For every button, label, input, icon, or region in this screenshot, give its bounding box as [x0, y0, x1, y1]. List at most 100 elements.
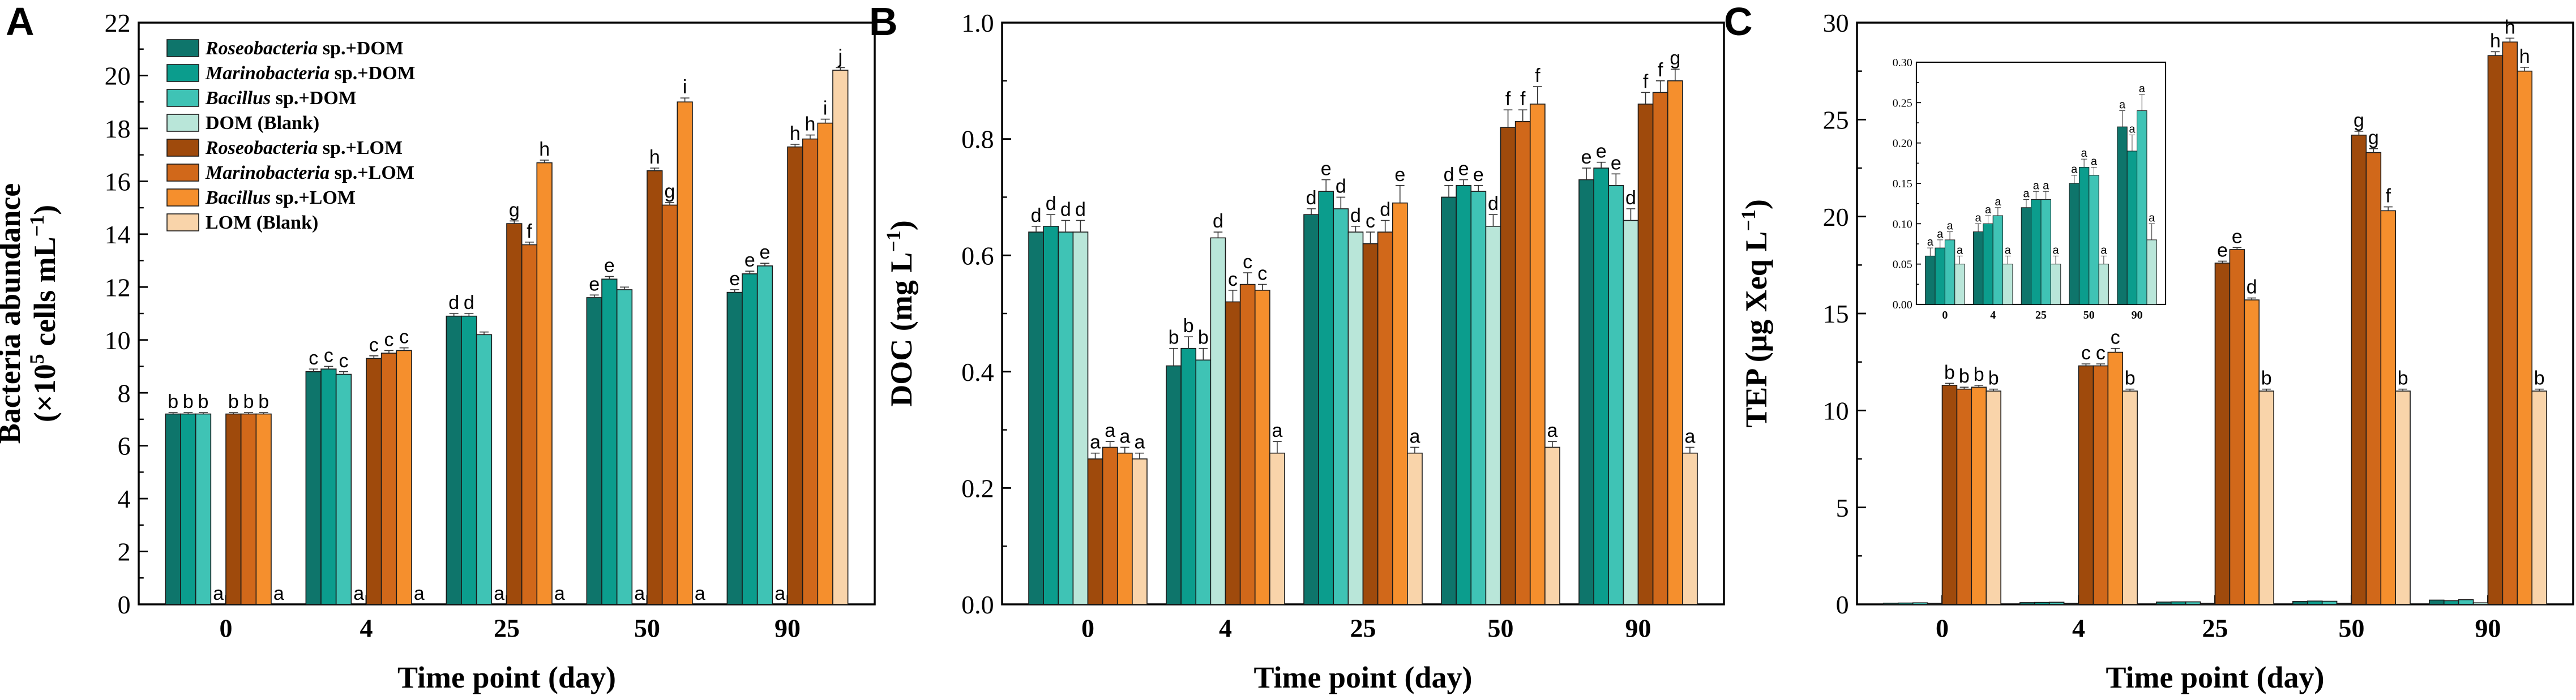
panel-A-sig-letter: i — [823, 98, 828, 119]
panel-C-bar — [2019, 602, 2035, 605]
panel-A-xtick-label: 4 — [360, 614, 373, 643]
panel-C-bar — [2034, 602, 2050, 605]
panel-C-bar — [2185, 601, 2201, 605]
panel-A-bar — [802, 138, 819, 605]
panel-C-bar — [2458, 599, 2474, 605]
x-axis-label: Time point (day) — [397, 660, 616, 694]
panel-A-bar — [742, 273, 758, 605]
inset-bar — [2040, 199, 2051, 305]
panel-C-bar — [2107, 351, 2124, 605]
inset-sig-letter: a — [1937, 228, 1944, 241]
panel-A-ytick-label: 0 — [118, 590, 131, 619]
x-axis-label: Time point (day) — [1253, 660, 1472, 694]
inset-bar — [2137, 110, 2147, 305]
inset-bar — [2089, 175, 2099, 305]
panel-C-bar — [2336, 603, 2352, 605]
panel-B-bar — [1637, 104, 1654, 605]
panel-A-bar — [521, 244, 538, 605]
panel-C-sig-letter: c — [2096, 342, 2106, 364]
panel-B-bar — [1210, 237, 1226, 605]
panel-C-bar — [2321, 600, 2338, 605]
panel-B-bar — [1682, 452, 1698, 605]
panel-C-sig-letter: g — [2368, 127, 2379, 149]
panel-C-bar — [2395, 390, 2411, 605]
panel-A-ytick-label: 4 — [118, 484, 131, 513]
panel-B-sig-letter: d — [1380, 199, 1390, 221]
legend-swatch — [166, 64, 199, 82]
panel-A-xtick-label: 0 — [220, 614, 233, 643]
inset-bar — [1925, 255, 1936, 305]
panel-B-sig-letter: d — [1031, 205, 1042, 226]
inset-bar — [1954, 264, 1965, 305]
panel-A-sig-letter: a — [414, 583, 425, 604]
panel-B-sig-letter: c — [1228, 269, 1238, 290]
y-axis-label: DOC (mg L−1) — [882, 220, 918, 406]
panel-C-sig-letter: b — [2398, 368, 2408, 389]
legend-label: DOM (Blank) — [206, 113, 319, 134]
panel-C-bar — [2122, 390, 2138, 605]
panel-B-sig-letter: a — [1090, 432, 1101, 453]
legend-label: Marinobacteria sp.+DOM — [205, 63, 416, 84]
panel-A-sig-letter: a — [554, 583, 565, 604]
panel-B-sig-letter: b — [1183, 315, 1194, 337]
panel-A-sig-letter: a — [774, 583, 785, 604]
inset-sig-letter: a — [2129, 123, 2136, 135]
panel-A-sig-letter: b — [198, 391, 209, 413]
panel-B-bar — [1441, 196, 1457, 605]
panel-B-sig-letter: c — [1366, 211, 1375, 232]
inset-xtick-label: 50 — [2083, 309, 2095, 321]
panel-B-sig-letter: d — [1213, 211, 1223, 232]
panel-B-bar — [1470, 191, 1487, 605]
panel-A-bar — [380, 353, 397, 605]
panel-C-sig-letter: b — [1959, 366, 1970, 387]
inset-xtick-label: 25 — [2035, 309, 2047, 321]
panel-B-xtick-label: 4 — [1219, 614, 1232, 643]
panel-C-sig-letter: c — [2111, 327, 2120, 349]
panel-A-bar — [586, 297, 602, 605]
panel-A-bar — [225, 413, 242, 605]
y-axis-label: Bacteria abundance — [0, 183, 27, 444]
panel-B-sig-letter: a — [1105, 420, 1115, 441]
panel-B-sig-letter: b — [1198, 327, 1209, 349]
legend-label: Bacillus sp.+LOM — [205, 187, 356, 208]
inset-bar — [2002, 264, 2013, 305]
panel-A-sig-letter: c — [309, 347, 318, 369]
panel-B-bar — [1072, 231, 1089, 605]
panel-C-bar — [2292, 601, 2308, 605]
panel-A-sig-letter: a — [353, 583, 364, 604]
panel-A-bar — [616, 289, 633, 605]
legend-label: Marinobacteria sp.+LOM — [205, 162, 414, 183]
panel-B-sig-letter: a — [1409, 426, 1420, 447]
panel-C-bar — [2063, 603, 2079, 605]
legend-label: Bacillus sp.+DOM — [205, 88, 357, 109]
inset-ytick-label: 0.30 — [1893, 57, 1912, 69]
panel-B-sig-letter: a — [1272, 420, 1282, 441]
panel-A-sig-letter: g — [509, 199, 520, 221]
panel-C-bar — [2472, 602, 2489, 605]
panel-B-bar — [1667, 80, 1683, 605]
panel-C-bar — [2170, 601, 2186, 605]
panel-B-sig-letter: e — [1596, 141, 1607, 162]
panel-A-sig-letter: a — [695, 583, 705, 604]
panel-B-bar — [1544, 446, 1560, 605]
panel-C-xtick-label: 0 — [1936, 614, 1949, 643]
panel-B-bar — [1225, 301, 1241, 605]
legend: Roseobacteria sp.+DOM Marinobacteria sp.+… — [166, 38, 416, 233]
panel-B-sig-letter: g — [1670, 48, 1680, 69]
inset-xtick-label: 4 — [1990, 309, 1996, 321]
panel-C-bar — [2517, 70, 2533, 605]
panel-B-bar — [1623, 220, 1639, 605]
panel-A-sig-letter: h — [805, 114, 816, 135]
panel-A-sig-letter: e — [589, 273, 600, 295]
panel-B-bar — [1116, 452, 1133, 605]
panel-A-bar — [817, 122, 833, 605]
panel-B-bar — [1392, 202, 1408, 605]
panel-A-ytick-label: 12 — [105, 273, 131, 302]
panel-B-sig-letter: c — [1257, 263, 1267, 285]
inset-bar — [1983, 223, 1993, 305]
panel-A-ytick-label: 20 — [105, 62, 131, 91]
inset-sig-letter: a — [2139, 83, 2146, 95]
panel-A-bar — [677, 101, 693, 605]
panel-B-sig-letter: d — [1350, 205, 1361, 226]
inset-sig-letter: a — [2071, 164, 2078, 176]
